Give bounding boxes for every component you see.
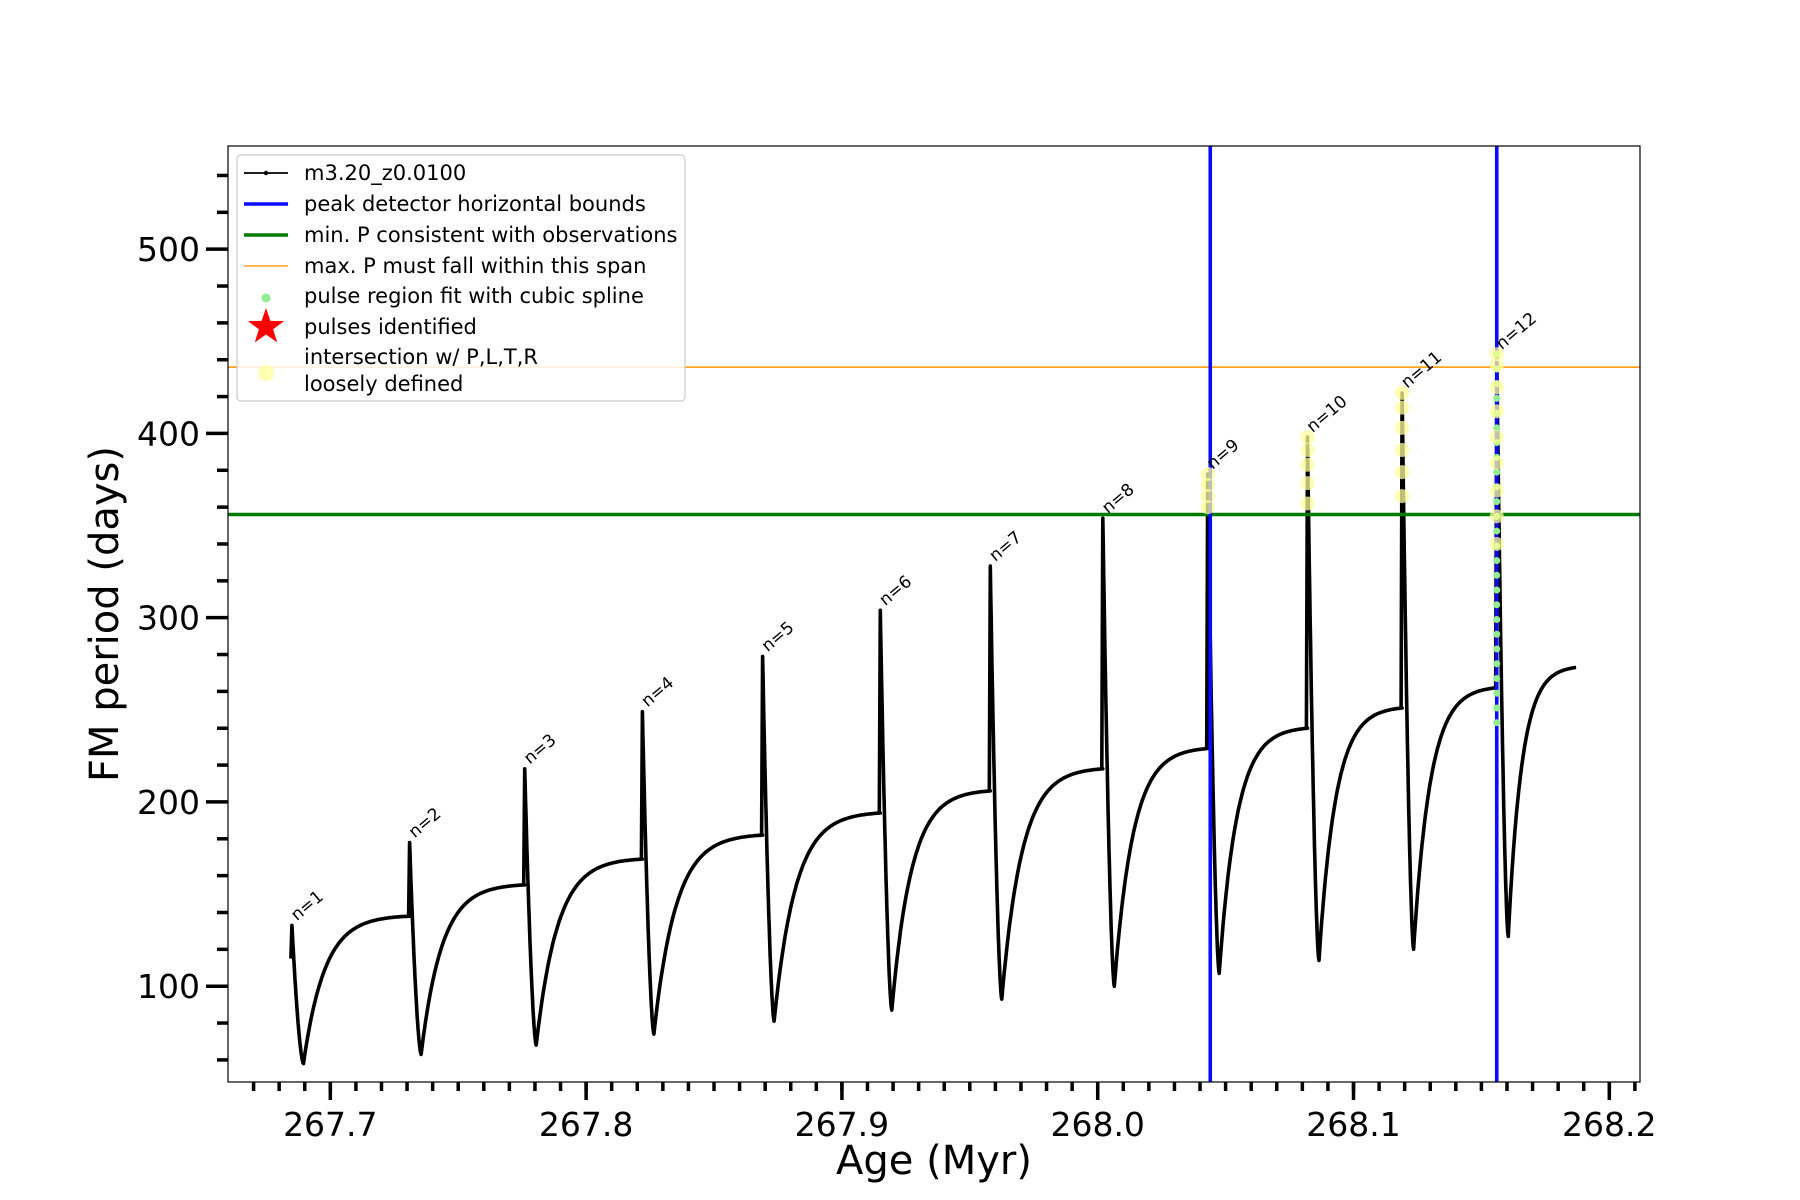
loosely-defined-point xyxy=(1489,404,1504,419)
loosely-defined-point xyxy=(1300,430,1315,445)
spline-fit-point xyxy=(1493,689,1501,697)
legend-marker-dot xyxy=(263,170,269,176)
loosely-defined-point xyxy=(1395,385,1410,400)
loosely-defined-point xyxy=(1300,476,1315,491)
y-tick-label: 300 xyxy=(137,599,200,638)
legend-label-5: pulse region fit with cubic spline xyxy=(304,284,644,308)
loosely-defined-point xyxy=(1200,478,1215,493)
x-tick-label: 268.1 xyxy=(1306,1105,1400,1144)
loosely-defined-point xyxy=(1489,358,1504,373)
loosely-defined-point xyxy=(1489,347,1504,362)
spline-fit-point xyxy=(1493,527,1501,535)
spline-fit-point xyxy=(1493,616,1501,624)
loosely-defined-point xyxy=(1200,500,1215,515)
legend-marker-spline-dot xyxy=(261,293,271,303)
plot-frame xyxy=(227,145,1641,1083)
x-tick-label: 267.9 xyxy=(795,1105,889,1144)
legend-label-3: min. P consistent with observations xyxy=(304,223,677,247)
loosely-defined-point xyxy=(1395,420,1410,435)
spline-fit-point xyxy=(1493,674,1501,682)
loosely-defined-point xyxy=(1395,400,1410,415)
spline-fit-point xyxy=(1493,586,1501,594)
spline-fit-point xyxy=(1493,424,1501,432)
x-axis-label: Age (Myr) xyxy=(836,1138,1032,1184)
legend-label-2: peak detector horizontal bounds xyxy=(304,192,646,216)
x-axis: 267.7 267.8 267.9 268.0 268.1 268.2 xyxy=(251,1082,1657,1144)
loosely-defined-point xyxy=(1395,465,1410,480)
y-tick-label: 200 xyxy=(137,783,200,822)
x-tick-label: 268.2 xyxy=(1562,1105,1656,1144)
spline-fit-point xyxy=(1493,498,1501,506)
y-axis-label: FM period (days) xyxy=(82,446,128,782)
legend-marker-circle xyxy=(258,365,274,381)
spline-fit-point xyxy=(1493,557,1501,565)
x-tick-label: 267.7 xyxy=(283,1105,377,1144)
legend-marker-star-icon xyxy=(247,308,285,343)
spline-fit-point xyxy=(1493,704,1501,712)
x-tick-label: 268.0 xyxy=(1050,1105,1144,1144)
spline-fit-point xyxy=(1493,645,1501,653)
y-tick-label: 400 xyxy=(137,414,200,453)
legend-label-7: intersection w/ P,L,T,R xyxy=(304,345,538,369)
legend-label-1: m3.20_z0.0100 xyxy=(304,161,466,186)
spline-fit-point xyxy=(1493,571,1501,579)
loosely-defined-point xyxy=(1395,489,1410,504)
x-tick-label: 267.8 xyxy=(539,1105,633,1144)
y-tick-label: 100 xyxy=(137,967,200,1006)
legend-box xyxy=(236,154,686,402)
y-axis: 100 200 300 400 500 xyxy=(137,173,228,1062)
loosely-defined-point xyxy=(1489,380,1504,395)
loosely-defined-point xyxy=(1489,455,1504,470)
loosely-defined-point xyxy=(1200,489,1215,504)
spline-fit-point xyxy=(1493,630,1501,638)
series-line-m3-20-z0-0100 xyxy=(289,352,1578,1066)
legend-label-6: pulses identified xyxy=(304,315,477,339)
loosely-defined-point xyxy=(1489,483,1504,498)
loosely-defined-point xyxy=(1395,443,1410,458)
loosely-defined-point xyxy=(1300,496,1315,511)
loosely-defined-point xyxy=(1489,536,1504,551)
loosely-defined-point xyxy=(1300,443,1315,458)
loosely-defined-point xyxy=(1200,466,1215,481)
spline-fit-point xyxy=(1493,468,1501,476)
loosely-defined-point xyxy=(1489,509,1504,524)
spline-fit-point xyxy=(1493,601,1501,609)
spline-fit-point xyxy=(1493,660,1501,668)
spline-fit-point xyxy=(1493,394,1501,402)
legend-label-7-line2: loosely defined xyxy=(304,372,463,396)
loosely-defined-point xyxy=(1489,430,1504,445)
spline-fit-point xyxy=(1493,719,1501,727)
loosely-defined-point xyxy=(1300,457,1315,472)
legend-label-4: max. P must fall within this span xyxy=(304,254,646,278)
y-tick-label: 500 xyxy=(137,230,200,269)
